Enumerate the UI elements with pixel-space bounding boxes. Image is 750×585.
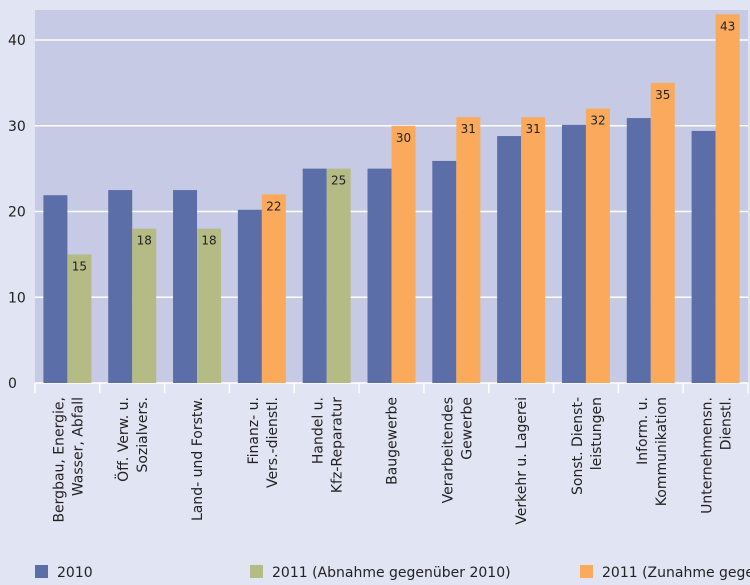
bar xyxy=(521,117,546,384)
x-tick-label-line: Öff. Verw. u. xyxy=(114,397,132,482)
x-tick-label-line: Kommunikation xyxy=(654,397,670,506)
value-label: 43 xyxy=(720,19,735,33)
x-tick-label: Land- und Forstw. xyxy=(190,397,206,521)
x-tick-label-line: Gewerbe xyxy=(459,397,475,460)
x-tick-label-line: Sozialvers. xyxy=(135,397,151,473)
x-tick-label: Öff. Verw. u. Sozialvers. xyxy=(114,397,151,482)
bar xyxy=(715,14,740,384)
legend-swatch xyxy=(250,565,263,578)
x-tick-label: Finanz- u. Vers.-dienstl. xyxy=(246,397,281,488)
legend-swatch xyxy=(580,565,593,578)
bar xyxy=(302,168,327,383)
bar xyxy=(173,190,198,383)
x-tick-label-line: Finanz- u. xyxy=(246,397,262,464)
bar xyxy=(132,228,157,383)
bar xyxy=(650,82,675,383)
bar xyxy=(108,190,133,383)
y-tick-label: 0 xyxy=(8,376,17,392)
legend-swatch xyxy=(35,565,48,578)
bar xyxy=(391,125,416,384)
legend-label: 2011 (Zunahme gegenüber 2010) xyxy=(602,565,750,581)
x-tick-label: Bergbau, Energie, Wasser, Abfall xyxy=(51,397,86,523)
bar xyxy=(456,117,481,384)
x-tick-label-line: Kfz-Reparatur xyxy=(330,397,346,493)
value-label: 25 xyxy=(331,174,346,188)
x-tick-label: Sonst. Dienst-leistungen xyxy=(570,397,605,495)
bar xyxy=(43,195,68,383)
y-tick-label: 40 xyxy=(8,33,26,49)
bar xyxy=(585,108,610,383)
x-tick-label-line: Sonst. Dienst- xyxy=(570,397,586,495)
value-label: 15 xyxy=(72,259,87,273)
y-tick-label: 10 xyxy=(8,290,26,306)
x-tick-label-line: Vers.-dienstl. xyxy=(265,397,281,488)
value-label: 30 xyxy=(396,131,411,145)
x-tick-label-line: Verkehr u. Lagerei xyxy=(514,397,530,525)
bar xyxy=(497,136,522,383)
x-tick-label-line: Baugewerbe xyxy=(385,397,401,485)
bar xyxy=(237,209,262,383)
bar xyxy=(626,118,651,383)
x-tick-label-line: Wasser, Abfall xyxy=(70,397,86,496)
x-tick-label: Baugewerbe xyxy=(385,397,401,485)
legend-label: 2011 (Abnahme gegenüber 2010) xyxy=(272,565,511,581)
x-tick-label-line: Unternehmensn. xyxy=(700,397,716,514)
value-label: 18 xyxy=(201,234,216,248)
value-label: 31 xyxy=(525,122,540,136)
x-tick-label-line: Verarbeitendes xyxy=(440,397,456,503)
y-tick-label: 20 xyxy=(8,205,26,221)
bar xyxy=(691,130,716,383)
bar xyxy=(67,254,92,383)
bar xyxy=(261,194,286,383)
bar xyxy=(326,168,351,383)
x-tick-label-line: Dienstl. xyxy=(719,397,735,450)
value-label: 32 xyxy=(590,114,605,128)
value-label: 35 xyxy=(655,88,670,102)
value-label: 22 xyxy=(266,199,281,213)
bar xyxy=(197,228,222,383)
x-tick-label-line: Handel u. xyxy=(311,397,327,464)
x-tick-label-line: leistungen xyxy=(589,397,605,470)
legend-label: 2010 xyxy=(57,565,93,581)
bar xyxy=(432,160,457,383)
x-tick-label: Verkehr u. Lagerei xyxy=(514,397,530,525)
value-label: 18 xyxy=(137,234,152,248)
value-label: 31 xyxy=(461,122,476,136)
x-tick-label: Inform. u. Kommunikation xyxy=(635,397,670,506)
x-tick-label-line: Land- und Forstw. xyxy=(190,397,206,521)
y-tick-label: 30 xyxy=(8,119,26,135)
bar xyxy=(367,168,392,383)
x-tick-label: Handel u. Kfz-Reparatur xyxy=(311,397,346,493)
bar xyxy=(561,124,586,383)
x-tick-label: Verarbeitendes Gewerbe xyxy=(440,397,475,503)
x-tick-label-line: Inform. u. xyxy=(635,397,651,465)
x-tick-label: Unternehmensn. Dienstl. xyxy=(700,397,735,514)
x-tick-label-line: Bergbau, Energie, xyxy=(51,397,67,523)
